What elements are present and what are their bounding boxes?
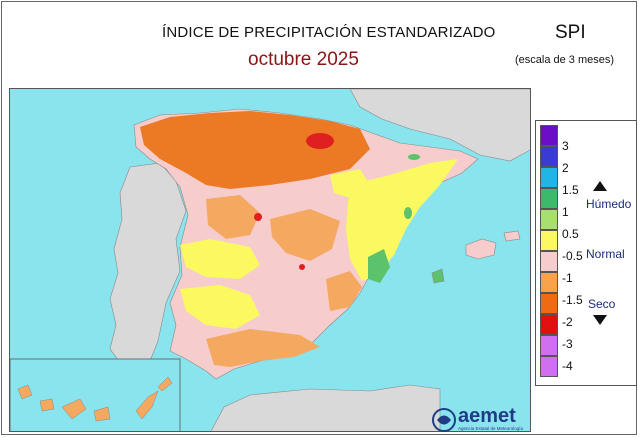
legend-color-bar [540, 125, 558, 381]
legend-tick: -1 [562, 271, 573, 285]
green-zone-castellon [404, 207, 412, 219]
arrow-up-icon [593, 181, 607, 191]
dry-zone-north [140, 111, 370, 189]
legend-tick: 3 [562, 139, 569, 153]
green-zone-valencia [368, 249, 390, 283]
legend-label-dry: Seco [588, 297, 616, 311]
index-scale: (escala de 3 meses) [515, 54, 615, 66]
legend-label-wet: Húmedo [586, 197, 632, 211]
extreme-dry-spot-3 [299, 264, 305, 270]
legend-swatch [540, 125, 558, 146]
island-menorca [503, 230, 521, 242]
map-period: octubre 2025 [248, 49, 359, 70]
legend-swatch [540, 272, 558, 293]
legend-swatch [540, 314, 558, 335]
legend-tick: -3 [562, 337, 573, 351]
green-zone-catalonia [408, 154, 420, 160]
legend-swatch [540, 167, 558, 188]
legend-swatch [540, 251, 558, 272]
island-ibiza [431, 268, 445, 284]
island-mallorca [465, 238, 497, 260]
legend-tick: -4 [562, 359, 573, 373]
legend-tick: 2 [562, 161, 569, 175]
legend-tick: 1 [562, 205, 569, 219]
extreme-dry-spot [306, 133, 334, 149]
canary-island-1 [17, 384, 33, 400]
extreme-dry-spot-2 [254, 213, 262, 221]
canary-island-6 [157, 376, 173, 392]
wet-zone-ebro [330, 169, 370, 199]
legend-swatch [540, 356, 558, 377]
aemet-logo-icon [432, 408, 456, 432]
legend-swatch [540, 188, 558, 209]
france-land [349, 89, 530, 162]
map-title: ÍNDICE DE PRECIPITACIÓN ESTANDARIZADO [162, 24, 496, 41]
canary-island-3 [61, 398, 87, 420]
dry-zone-west [206, 195, 260, 239]
legend-tick: 1.5 [562, 183, 579, 197]
legend-tick: -1.5 [562, 293, 583, 307]
canary-island-4 [93, 406, 111, 422]
legend-tick: -0.5 [562, 249, 583, 263]
dry-zone-center [270, 209, 340, 261]
wet-zone-center-west [180, 239, 260, 279]
logo-name: aemet [458, 405, 516, 427]
legend-swatch [540, 146, 558, 167]
arrow-down-icon [593, 315, 607, 325]
canary-island-2 [39, 398, 55, 412]
dry-zone-se [326, 271, 362, 311]
wet-zone-south-west [180, 285, 260, 329]
legend-label-normal: Normal [586, 247, 625, 261]
canary-island-5 [135, 390, 159, 420]
legend-tick: -2 [562, 315, 573, 329]
legend-swatch [540, 209, 558, 230]
spi-legend: 3 2 1.5 1 0.5 -0.5 -1 -1.5 -2 -3 -4 Húme… [535, 120, 637, 386]
logo-tagline: Agencia Estatal de Meteorología [458, 426, 524, 431]
aemet-logo: aemet Agencia Estatal de Meteorología [432, 405, 532, 435]
dry-zone-south [206, 329, 320, 367]
index-name: SPI [555, 22, 586, 43]
legend-swatch [540, 230, 558, 251]
legend-tick: 0.5 [562, 227, 579, 241]
wet-zone-east [346, 159, 458, 281]
spi-map [9, 88, 531, 432]
legend-swatch [540, 335, 558, 356]
legend-swatch [540, 293, 558, 314]
